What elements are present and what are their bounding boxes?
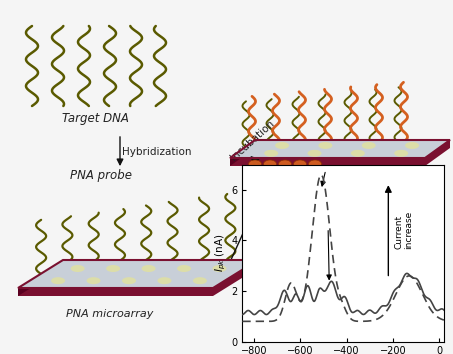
- Ellipse shape: [256, 184, 270, 192]
- Text: Current
increase: Current increase: [394, 211, 414, 250]
- Text: Hybridization: Hybridization: [122, 147, 192, 157]
- Ellipse shape: [279, 184, 291, 192]
- Ellipse shape: [212, 265, 226, 272]
- Text: PNA microarray: PNA microarray: [66, 309, 154, 319]
- Ellipse shape: [264, 150, 278, 157]
- Polygon shape: [213, 260, 258, 296]
- Ellipse shape: [264, 172, 276, 180]
- Ellipse shape: [177, 265, 191, 272]
- Ellipse shape: [275, 142, 289, 149]
- Ellipse shape: [279, 160, 291, 168]
- Ellipse shape: [264, 160, 276, 168]
- Ellipse shape: [318, 142, 333, 149]
- Ellipse shape: [297, 184, 309, 192]
- Ellipse shape: [193, 277, 207, 284]
- Ellipse shape: [87, 277, 101, 284]
- Ellipse shape: [279, 172, 291, 180]
- Ellipse shape: [308, 172, 322, 180]
- Ellipse shape: [158, 277, 172, 284]
- Ellipse shape: [405, 142, 419, 149]
- Ellipse shape: [294, 160, 307, 168]
- Ellipse shape: [351, 150, 365, 157]
- Ellipse shape: [249, 172, 261, 180]
- Ellipse shape: [308, 150, 322, 157]
- Text: Incubation: Incubation: [228, 118, 276, 162]
- Ellipse shape: [71, 265, 85, 272]
- Polygon shape: [18, 260, 63, 296]
- Ellipse shape: [249, 160, 261, 168]
- Polygon shape: [425, 140, 450, 166]
- Polygon shape: [18, 260, 258, 288]
- Ellipse shape: [362, 142, 376, 149]
- Text: Intercalating: Intercalating: [252, 196, 318, 206]
- Ellipse shape: [308, 160, 322, 168]
- Ellipse shape: [106, 265, 120, 272]
- Ellipse shape: [122, 277, 136, 284]
- Text: dye: dye: [275, 204, 294, 214]
- Polygon shape: [18, 288, 213, 296]
- Text: Target DNA: Target DNA: [62, 112, 129, 125]
- Ellipse shape: [142, 265, 155, 272]
- Ellipse shape: [394, 150, 408, 157]
- Text: PNA probe: PNA probe: [70, 170, 132, 183]
- Polygon shape: [230, 140, 255, 166]
- Y-axis label: $\it{I}_{pk}$ (nA): $\it{I}_{pk}$ (nA): [214, 234, 228, 272]
- Ellipse shape: [294, 172, 307, 180]
- Polygon shape: [230, 158, 425, 166]
- Ellipse shape: [51, 277, 65, 284]
- Polygon shape: [230, 140, 450, 158]
